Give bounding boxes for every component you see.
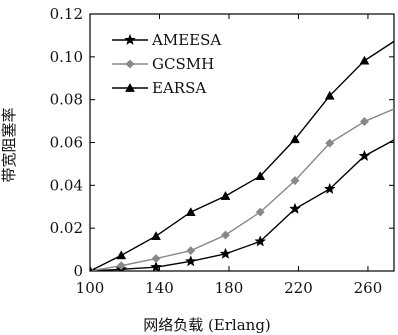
data-point-gcsmh <box>325 138 335 148</box>
x-tick-label: 180 <box>215 279 244 297</box>
data-point-gcsmh <box>116 261 126 271</box>
x-tick-label: 100 <box>76 279 105 297</box>
data-point-earsa <box>324 90 335 100</box>
data-point-earsa <box>359 55 370 65</box>
x-tick-label: 260 <box>354 279 383 297</box>
data-point-earsa <box>90 265 93 271</box>
y-axis-label: 带宽阻塞率 <box>0 107 18 182</box>
legend-marker-earsa <box>125 82 135 92</box>
data-point-earsa <box>185 207 196 216</box>
data-point-earsa <box>290 134 300 144</box>
data-point-gcsmh <box>186 246 196 256</box>
data-point-ameesa <box>219 247 232 259</box>
x-tick-label: 220 <box>284 279 313 297</box>
data-point-gcsmh <box>255 207 265 217</box>
data-point-earsa <box>151 231 161 240</box>
series-line-earsa <box>90 40 394 271</box>
data-point-gcsmh <box>220 230 231 240</box>
data-point-ameesa <box>393 135 394 136</box>
data-point-ameesa <box>358 149 371 162</box>
data-point-ameesa <box>323 182 336 195</box>
y-tick-label: 0.02 <box>50 219 83 237</box>
legend-marker-ameesa <box>124 33 136 46</box>
series-lines <box>90 40 394 271</box>
data-point-earsa <box>220 191 231 200</box>
legend-label-ameesa: AMEESA <box>151 31 221 49</box>
data-point-ameesa <box>184 255 197 267</box>
y-tick-label: 0.06 <box>50 134 83 152</box>
y-tick-label: 0.08 <box>50 91 83 109</box>
y-tick-label: 0 <box>73 262 83 280</box>
plot-frame <box>89 13 395 272</box>
axes: 0 0.02 0.04 0.06 0.08 0.10 0.12 100 140 180 220 260 <box>50 5 395 297</box>
data-point-earsa <box>116 250 127 260</box>
legend-label-gcsmh: GCSMH <box>152 55 214 73</box>
x-axis-label: 网络负载 (Erlang) <box>143 316 271 334</box>
legend: AMEESA GCSMH EARSA <box>112 31 221 97</box>
y-tick-label: 0.12 <box>50 5 83 23</box>
data-point-gcsmh <box>151 254 161 264</box>
data-point-ameesa <box>289 202 301 214</box>
data-point-earsa <box>255 171 266 180</box>
series-line-ameesa <box>90 139 394 271</box>
legend-label-earsa: EARSA <box>152 79 206 97</box>
series-line-gcsmh <box>90 108 394 271</box>
series-markers <box>90 55 394 271</box>
data-point-ameesa <box>150 260 162 271</box>
x-tick-label: 140 <box>145 279 174 297</box>
data-point-gcsmh <box>290 176 300 186</box>
y-tick-label: 0.10 <box>50 48 83 66</box>
data-point-ameesa <box>254 235 267 247</box>
data-point-gcsmh <box>359 116 370 127</box>
legend-marker-gcsmh <box>125 59 135 69</box>
y-tick-label: 0.04 <box>50 176 83 194</box>
